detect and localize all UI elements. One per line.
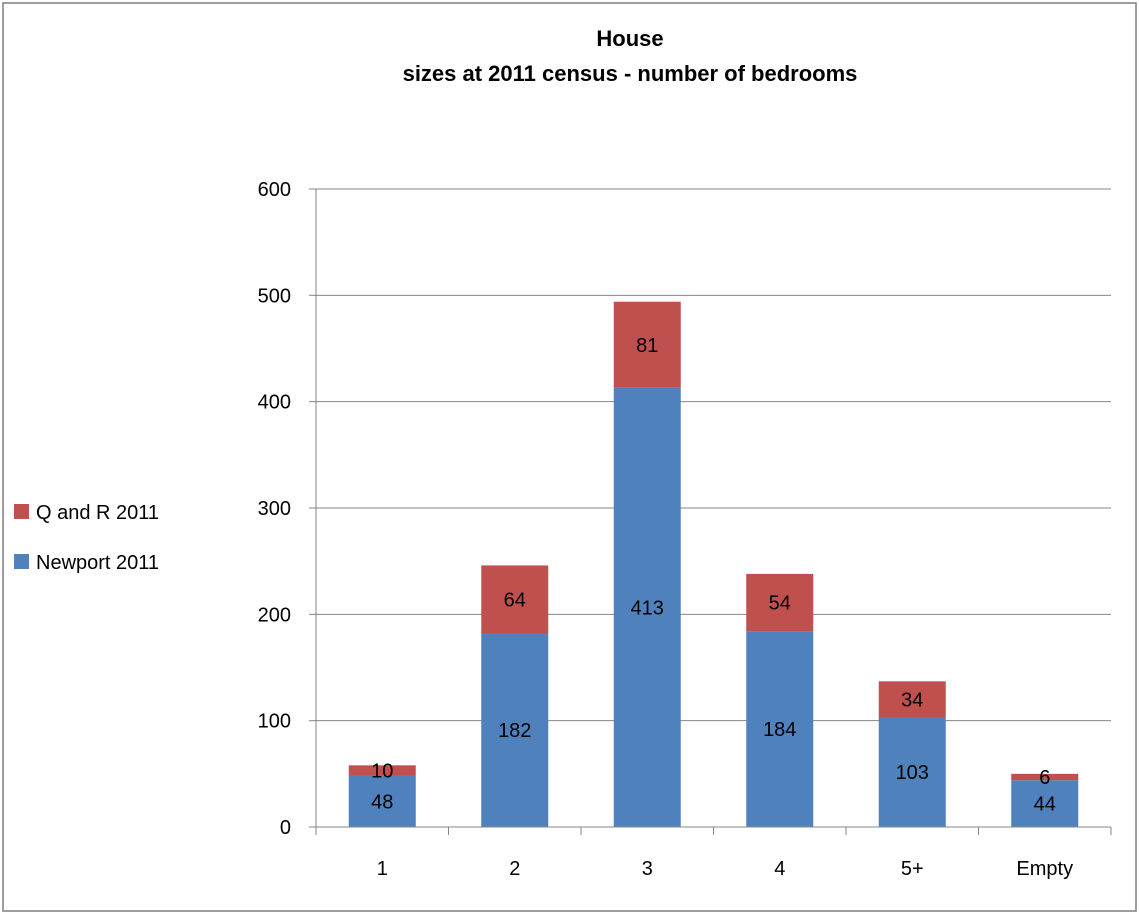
- legend-label-1: Q and R 2011: [36, 502, 159, 524]
- data-label-1-series-1: 10: [371, 761, 393, 783]
- bar-1-series-1: [348, 765, 416, 776]
- legend-label-0: Newport 2011: [36, 552, 159, 574]
- data-label-4-series-0: 184: [763, 719, 796, 741]
- bars: 48 10 182 64 413 81 184 54 103 34 44 6: [348, 301, 1079, 827]
- data-label-Empty-series-1: 6: [1039, 767, 1050, 789]
- chart-title-line-2: sizes at 2011 census - number of bedroom…: [403, 61, 858, 86]
- legend: Q and R 2011 Newport 2011: [14, 502, 159, 574]
- x-tick-label-Empty: Empty: [1016, 858, 1073, 880]
- x-tick-label-1: 1: [377, 858, 388, 880]
- data-label-1-series-0: 48: [371, 791, 393, 813]
- x-tick-label-5+: 5+: [901, 858, 924, 880]
- data-label-4-series-1: 54: [769, 593, 791, 615]
- x-axis-ticks: 1 2 3 4 5+ Empty: [315, 827, 1112, 880]
- bar-5+-series-1: [878, 681, 946, 718]
- bar-4-series-1: [746, 573, 814, 632]
- bar-1-series-0: [348, 775, 416, 827]
- x-tick-label-4: 4: [774, 858, 785, 880]
- bar-3-series-1: [613, 301, 681, 388]
- bar-Empty-series-0: [1011, 780, 1079, 827]
- data-label-5+-series-1: 34: [901, 689, 923, 711]
- chart-title-line-1: House: [596, 26, 663, 51]
- data-label-2-series-0: 182: [498, 720, 531, 742]
- y-tick-label-600: 600: [258, 179, 291, 201]
- y-tick-label-400: 400: [258, 392, 291, 414]
- x-tick-label-2: 2: [509, 858, 520, 880]
- gridlines: [316, 188, 1111, 722]
- bar-2-series-0: [481, 633, 549, 827]
- bar-3-series-0: [613, 387, 681, 827]
- data-label-2-series-1: 64: [504, 589, 526, 611]
- bar-Empty-series-1: [1011, 773, 1079, 781]
- data-label-Empty-series-0: 44: [1034, 794, 1056, 816]
- y-tick-label-100: 100: [258, 711, 291, 733]
- data-label-5+-series-0: 103: [896, 762, 929, 784]
- bar-4-series-0: [746, 631, 814, 827]
- legend-swatch-1: [14, 504, 29, 519]
- x-tick-label-3: 3: [642, 858, 653, 880]
- y-tick-label-200: 200: [258, 604, 291, 626]
- data-label-3-series-0: 413: [631, 597, 664, 619]
- bar-5+-series-0: [878, 717, 946, 827]
- y-axis-ticks: 0 100 200 300 400 500 600: [258, 179, 316, 839]
- y-tick-label-300: 300: [258, 498, 291, 520]
- y-tick-label-500: 500: [258, 285, 291, 307]
- data-label-3-series-1: 81: [636, 335, 658, 357]
- legend-swatch-0: [14, 554, 29, 569]
- y-tick-label-0: 0: [280, 817, 291, 839]
- bar-2-series-1: [481, 565, 549, 634]
- chart-title: House sizes at 2011 census - number of b…: [403, 26, 858, 86]
